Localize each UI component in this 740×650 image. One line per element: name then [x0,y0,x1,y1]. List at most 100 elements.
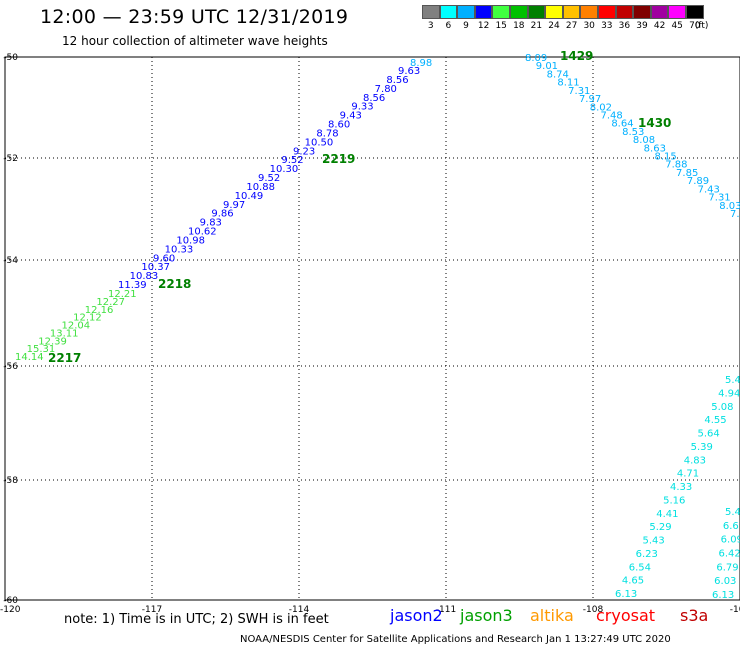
legend-label-30: 30 [583,21,595,31]
track-a-value: 7.31 [708,193,730,204]
track-d-value: 5.08 [711,402,733,413]
track-a-value: 8.15 [654,152,676,163]
legend-label-12: 12 [477,21,490,31]
track-b-value: 10.30 [270,164,299,175]
track-b-value: 8.98 [410,58,432,69]
legend-label-27: 27 [565,21,578,31]
legend-label-33: 33 [601,21,613,31]
legend-label-21: 21 [530,21,543,31]
legend-label-15: 15 [495,21,507,31]
track-b-value: 9.23 [293,146,315,157]
legend-swatch-45 [668,5,686,19]
legend-swatch-18 [509,5,528,19]
time-label-1430: 1430 [638,116,671,130]
track-b-value: 8.56 [363,93,385,104]
lat-tick--52: -52 [3,154,18,164]
legend-label-6: 6 [445,21,452,31]
track-b-value: 9.52 [281,155,303,166]
track-b-value: 8.78 [316,128,338,139]
lat-tick--58: -58 [3,476,18,486]
track-b-value: 10.33 [165,244,194,255]
track-a-value: 8.63 [644,143,666,154]
track-a-value: 8.53 [622,127,644,138]
track-b-value: 11.39 [118,280,147,291]
track-b-value: 8.60 [328,120,350,131]
track-b-value: 10.50 [305,137,334,148]
track-a-value: 7.85 [676,168,698,179]
track-a-value: 7.31 [568,86,590,97]
legend-swatch-3 [422,5,440,19]
legend-label-70: 70 [689,21,701,31]
legend-label-45: 45 [671,21,683,31]
legend-swatch-9 [457,5,475,19]
lat-tick--50: -50 [3,53,18,63]
lat-tick--56: -56 [3,362,18,372]
legend-swatch-12 [474,5,493,19]
track-d-value: 4.83 [684,455,706,466]
track-a-value: 8.02 [590,102,612,113]
track-c-value: 12.16 [85,305,114,316]
time-label-2219: 2219 [322,152,355,166]
lat-tick--60: -60 [3,596,18,606]
color-legend-labels: 3 6 9 12 15 18 21 24 27 30 33 36 39 42 45 70 (ft) [422,21,734,35]
track-b-value: 9.97 [223,200,245,211]
track-b-value: 7.80 [375,84,397,95]
legend-swatch-21 [527,5,546,19]
legend-swatch-39 [633,5,651,19]
track-c-value: 12.12 [73,313,102,324]
track-b-value: 9.63 [398,66,420,77]
track-a-value: 8.74 [547,69,569,80]
track-e-value: 6.79 [716,562,738,573]
track-a-value: 7.86 [730,209,740,220]
legend-label-3: 3 [427,21,434,31]
satellite-jason3: jason3 [460,606,513,625]
footer-note: note: 1) Time is in UTC; 2) SWH is in fe… [64,612,329,627]
page-subtitle: 12 hour collection of altimeter wave hei… [62,34,328,48]
legend-swatch-33 [597,5,616,19]
lat-tick--54: -54 [3,256,18,266]
track-a-value: 8.11 [557,78,579,89]
track-b-value: 9.33 [351,102,373,113]
track-c-value: 15.31 [27,344,56,355]
track-b-value: 10.98 [176,235,205,246]
time-label-2217: 2217 [48,351,81,365]
legend-label-9: 9 [463,21,469,31]
legend-swatch-42 [650,5,669,19]
lon-tick--108: -108 [583,605,604,615]
track-b-value: 10.83 [130,271,159,282]
track-d-value: 6.13 [615,589,637,600]
track-a-value: 7.88 [665,160,687,171]
lon-tick--105: -105 [730,605,740,615]
track-d-value: 5.4 [725,375,740,386]
track-b-value: 9.60 [153,253,175,264]
legend-swatch-24 [545,5,563,19]
track-b-value: 8.56 [386,75,408,86]
track-a-value: 9.01 [536,61,558,72]
track-a-value: 7.43 [698,184,720,195]
color-legend [422,5,704,19]
track-d-value: 5.29 [649,522,671,533]
track-d-value: 5.39 [691,442,713,453]
legend-units: (ft) [694,21,709,31]
credit-line: NOAA/NESDIS Center for Satellite Applica… [240,634,671,645]
track-b-value: 9.52 [258,173,280,184]
track-e-value: 6.13 [712,590,734,601]
track-d-value: 5.43 [643,536,665,547]
track-e-value: 5.4 [725,507,740,518]
track-d-value: 4.55 [704,415,726,426]
track-a-value: 8.09 [525,53,547,64]
track-d-value: 4.71 [677,469,699,480]
track-b-value: 10.37 [141,262,170,273]
track-d-value: 6.23 [636,549,658,560]
track-d-value: 4.33 [670,482,692,493]
track-d-value: 4.41 [656,509,678,520]
legend-label-24: 24 [548,21,560,31]
legend-swatch-70 [685,5,704,19]
track-d-value: 4.65 [622,576,644,587]
time-label-2218: 2218 [158,277,191,291]
track-b-value: 10.88 [246,182,275,193]
track-c-value: 12.21 [108,289,137,300]
track-e-value: 6.6 [723,521,739,532]
track-b-value: 9.43 [340,111,362,122]
